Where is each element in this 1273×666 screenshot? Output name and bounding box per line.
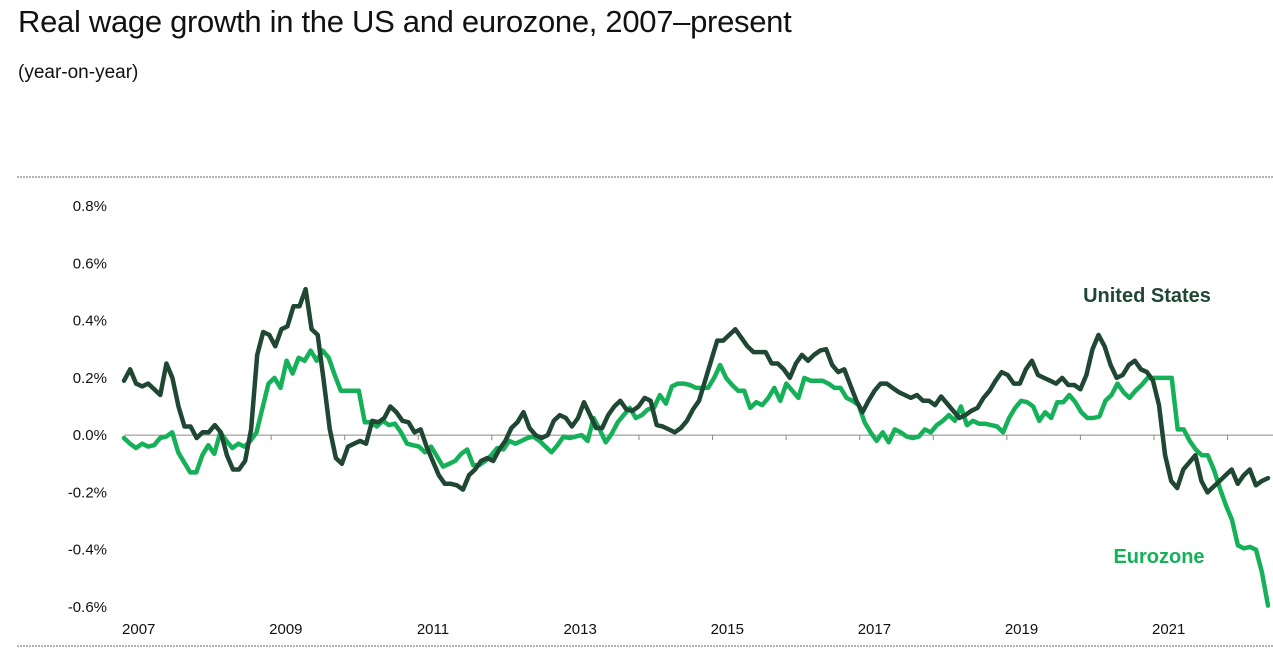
x-tick-label: 2007 (122, 621, 155, 638)
y-tick-label: 0.4% (73, 313, 107, 330)
y-tick-label: 0.0% (73, 427, 107, 444)
x-axis: 2007 2009 2011 2013 2015 2017 2019 2021 (122, 621, 1185, 638)
x-tick-label: 2017 (858, 621, 891, 638)
series-line-united-states (121, 286, 1271, 495)
x-tick-label: 2011 (417, 621, 449, 638)
y-axis: 0.8% 0.6% 0.4% 0.2% 0.0% -0.2% -0.4% -0.6% (68, 198, 107, 616)
chart-title: Real wage growth in the US and eurozone,… (18, 4, 792, 39)
x-tick-label: 2021 (1152, 621, 1185, 638)
y-tick-label: 0.2% (73, 370, 107, 387)
x-tick-label: 2013 (563, 621, 596, 638)
series-lines (121, 286, 1271, 608)
series-label-united-states: United States (1083, 285, 1211, 307)
x-tick-label: 2009 (269, 621, 302, 638)
zero-line-year-ticks (197, 435, 1229, 441)
y-tick-label: -0.6% (68, 599, 107, 616)
chart-subtitle: (year-on-year) (18, 62, 139, 83)
series-line-eurozone (121, 348, 1271, 608)
y-tick-label: 0.8% (73, 198, 107, 215)
y-tick-label: 0.6% (73, 255, 107, 272)
y-tick-label: -0.4% (68, 542, 107, 559)
x-tick-label: 2019 (1005, 621, 1038, 638)
series-label-eurozone: Eurozone (1113, 546, 1204, 568)
x-tick-label: 2015 (711, 621, 744, 638)
y-tick-label: -0.2% (68, 484, 107, 501)
